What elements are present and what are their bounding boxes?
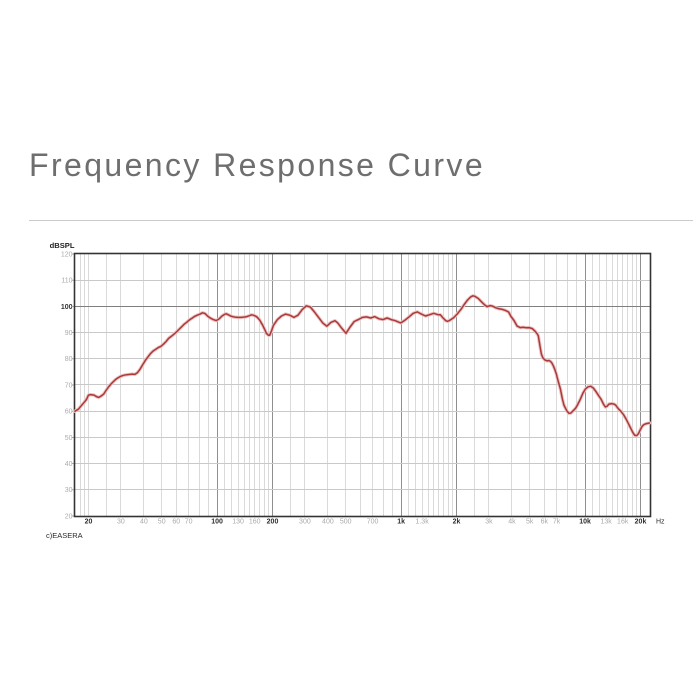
svg-text:7k: 7k bbox=[553, 518, 561, 525]
svg-text:70: 70 bbox=[65, 382, 73, 389]
svg-text:700: 700 bbox=[367, 518, 379, 525]
svg-text:60: 60 bbox=[65, 409, 73, 416]
svg-text:400: 400 bbox=[322, 518, 334, 525]
svg-text:160: 160 bbox=[249, 518, 261, 525]
svg-text:30: 30 bbox=[117, 518, 125, 525]
svg-text:120: 120 bbox=[61, 251, 73, 258]
svg-text:c)EASERA: c)EASERA bbox=[46, 531, 83, 540]
svg-text:3k: 3k bbox=[485, 518, 493, 525]
svg-text:100: 100 bbox=[61, 304, 73, 311]
svg-text:130: 130 bbox=[232, 518, 244, 525]
svg-text:dBSPL: dBSPL bbox=[50, 241, 75, 250]
svg-text:40: 40 bbox=[65, 461, 73, 468]
svg-text:40: 40 bbox=[140, 518, 148, 525]
svg-text:100: 100 bbox=[211, 518, 223, 525]
svg-text:6k: 6k bbox=[541, 518, 549, 525]
svg-text:Hz: Hz bbox=[656, 518, 665, 525]
svg-text:200: 200 bbox=[267, 518, 279, 525]
svg-text:5k: 5k bbox=[526, 518, 534, 525]
svg-text:20: 20 bbox=[85, 518, 93, 525]
svg-text:4k: 4k bbox=[508, 518, 516, 525]
svg-text:20: 20 bbox=[65, 513, 73, 520]
svg-text:13k: 13k bbox=[600, 518, 612, 525]
svg-text:70: 70 bbox=[185, 518, 193, 525]
svg-text:50: 50 bbox=[158, 518, 166, 525]
svg-text:90: 90 bbox=[65, 330, 73, 337]
svg-text:20k: 20k bbox=[635, 518, 647, 525]
svg-text:16k: 16k bbox=[617, 518, 629, 525]
svg-text:1.3k: 1.3k bbox=[415, 518, 429, 525]
svg-text:50: 50 bbox=[65, 435, 73, 442]
svg-text:110: 110 bbox=[61, 278, 72, 285]
svg-text:2k: 2k bbox=[453, 518, 461, 525]
svg-text:10k: 10k bbox=[579, 518, 591, 525]
svg-text:300: 300 bbox=[299, 518, 311, 525]
svg-text:30: 30 bbox=[65, 487, 73, 494]
svg-text:500: 500 bbox=[340, 518, 352, 525]
svg-text:60: 60 bbox=[172, 518, 180, 525]
svg-text:1k: 1k bbox=[397, 518, 405, 525]
svg-text:80: 80 bbox=[65, 356, 73, 363]
